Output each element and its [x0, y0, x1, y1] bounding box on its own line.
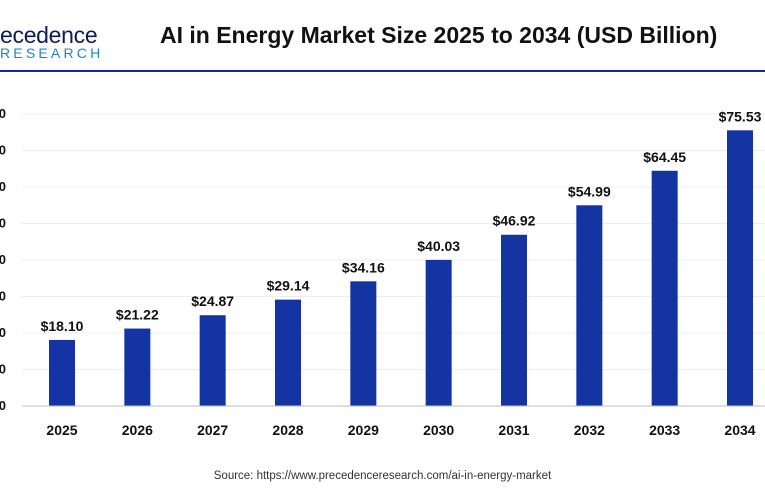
bar-value-label: $64.45	[643, 149, 686, 165]
bar	[350, 281, 377, 406]
bar	[49, 339, 75, 406]
y-axis-ticks: 0 0 0 0 0 0 0 0 0	[0, 106, 6, 413]
bar-value-label: $75.53	[719, 108, 762, 124]
bar	[199, 315, 226, 406]
y-tick-label: 0	[0, 179, 6, 194]
bar-value-label: $21.22	[116, 307, 159, 323]
bar-value-label: $18.10	[41, 318, 84, 334]
bar-value-label: $34.16	[342, 259, 385, 275]
y-tick-label: 0	[0, 106, 6, 121]
x-tick-label: 2027	[197, 422, 228, 438]
bar-value-label: $46.92	[493, 213, 536, 229]
x-tick-label: 2025	[46, 422, 77, 438]
y-tick-label: 0	[0, 362, 6, 377]
chart-title: AI in Energy Market Size 2025 to 2034 (U…	[160, 22, 718, 48]
y-tick-label: 0	[0, 398, 6, 413]
y-tick-label: 0	[0, 289, 6, 304]
bar	[425, 259, 452, 406]
y-tick-label: 0	[0, 143, 6, 158]
bar	[727, 130, 753, 406]
y-tick-label: 0	[0, 252, 6, 267]
bar-value-label: $29.14	[267, 278, 310, 294]
source-note: Source: https://www.precedenceresearch.c…	[213, 470, 552, 482]
bar	[275, 299, 301, 406]
header: ecedence RESEARCH AI in Energy Market Si…	[0, 0, 765, 72]
bars	[49, 130, 753, 406]
x-tick-label: 2033	[649, 422, 680, 438]
x-tick-label: 2029	[348, 422, 379, 438]
x-tick-label: 2028	[272, 422, 303, 438]
bar-value-label: $54.99	[568, 183, 611, 199]
bar	[501, 234, 527, 406]
logo-subtitle: RESEARCH	[0, 45, 104, 61]
bar-chart: 0 0 0 0 0 0 0 0 0 $18.10 $21.22 $24.87 $29.14 $34.16…	[0, 72, 765, 472]
x-tick-label: 2032	[574, 422, 605, 438]
bar-value-label: $40.03	[417, 238, 460, 254]
x-tick-label: 2026	[122, 422, 153, 438]
bar	[576, 205, 603, 406]
brand-logo: ecedence RESEARCH	[0, 22, 100, 62]
x-axis-ticks: 2025 2026 2027 2028 2029 2030 2031 2032 2033 2034	[46, 422, 755, 438]
bar	[651, 170, 678, 406]
logo-wordmark: ecedence	[0, 22, 98, 48]
x-tick-label: 2031	[498, 422, 529, 438]
chart-canvas: 0 0 0 0 0 0 0 0 0 $18.10 $21.22 $24.87 $29.14 $34.16…	[0, 106, 765, 438]
x-tick-label: 2034	[724, 422, 755, 438]
y-tick-label: 0	[0, 325, 6, 340]
bar	[124, 328, 151, 406]
header-divider	[0, 70, 765, 72]
bar-value-labels: $18.10 $21.22 $24.87 $29.14 $34.16 $40.03 $46.…	[41, 108, 762, 334]
x-tick-label: 2030	[423, 422, 454, 438]
bar-value-label: $24.87	[191, 293, 234, 309]
y-tick-label: 0	[0, 216, 6, 231]
